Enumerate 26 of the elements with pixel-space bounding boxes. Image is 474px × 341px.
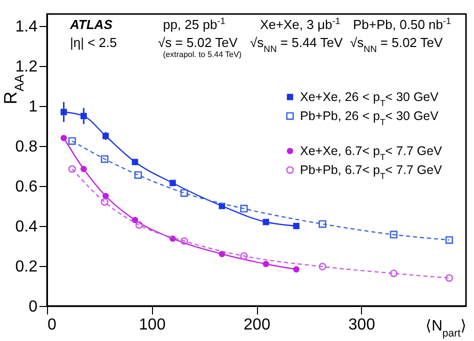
annotation: |η| < 2.5 — [70, 35, 117, 50]
y-tick-label: 0 — [28, 298, 38, 316]
legend-label: Pb+Pb, 6.7< p$_{T}$< 7.7 GeV — [300, 163, 443, 181]
annotation: √s = 5.02 TeV — [158, 35, 238, 50]
annotation: √s$_{NN}$ = 5.02 TeV — [350, 35, 444, 54]
y-tick-label: 1.2 — [15, 58, 38, 76]
y-tick-label: 0.8 — [15, 138, 38, 156]
y-tick-label: 0.2 — [15, 258, 38, 276]
y-tick-label: 0.4 — [15, 218, 38, 236]
annotation: ATLAS — [69, 17, 113, 32]
annotation: Xe+Xe, 3 μb$^{-1}$ — [260, 16, 340, 32]
x-tick-label: 300 — [348, 316, 376, 334]
x-tick-label: 0 — [48, 316, 56, 334]
annotation: Pb+Pb, 0.50 nb$^{-1}$ — [353, 16, 452, 32]
annotation: pp, 25 pb$^{-1}$ — [163, 16, 226, 32]
x-tick-label: 100 — [138, 316, 166, 334]
annotation: √s$_{NN}$ = 5.44 TeV — [250, 35, 344, 54]
annotation: (extrapol. to 5.44 TeV) — [163, 50, 242, 59]
legend-label: Pb+Pb, 26 < p$_{T}$< 30 GeV — [300, 109, 440, 127]
legend-label: Xe+Xe, 26 < p$_{T}$< 30 GeV — [300, 90, 440, 108]
legend-label: Xe+Xe, 6.7< p$_{T}$< 7.7 GeV — [300, 144, 443, 162]
y-tick-label: 1.4 — [15, 18, 38, 36]
y-tick-label: 0.6 — [15, 178, 38, 196]
x-axis-title: ⟨N$_{part}$⟩ — [426, 318, 466, 340]
x-tick-label: 200 — [244, 316, 270, 334]
y-tick-label: 1 — [28, 98, 38, 116]
